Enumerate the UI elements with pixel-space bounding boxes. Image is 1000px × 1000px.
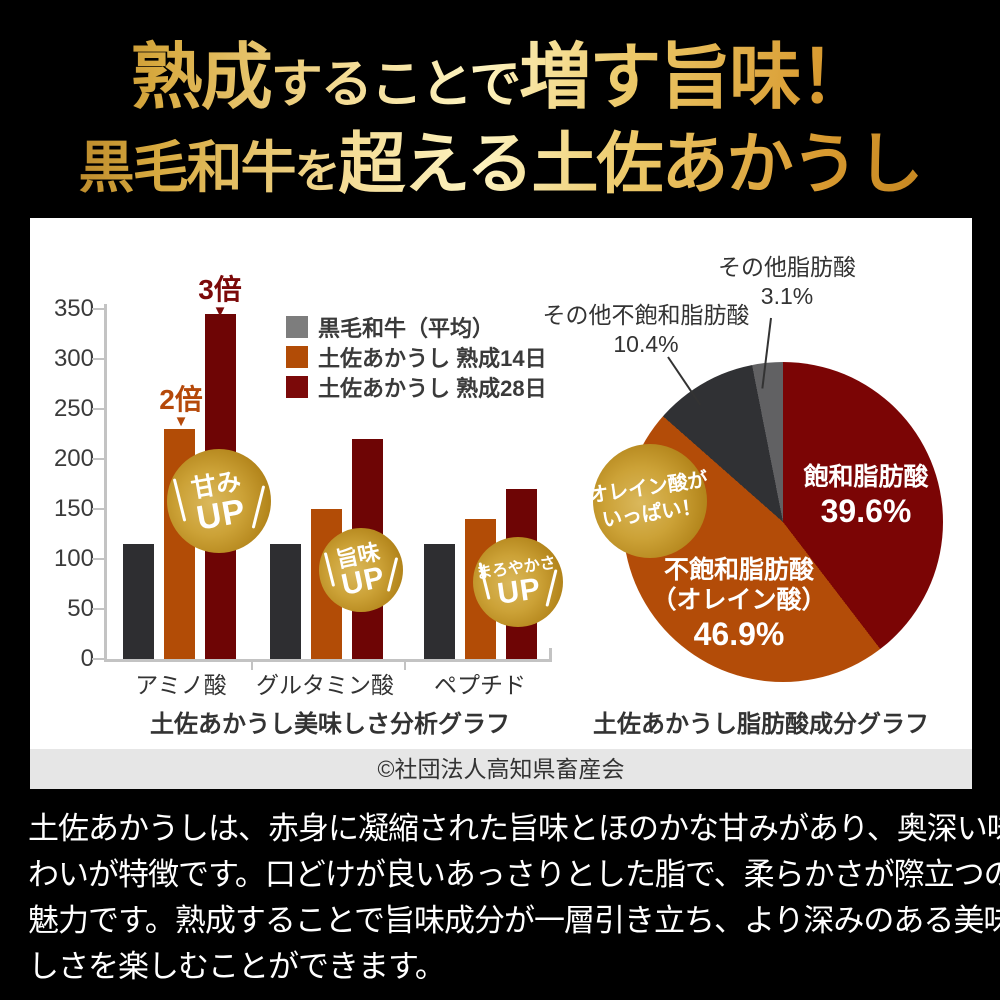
pie-label-other-fatty-acid: その他脂肪酸 3.1% xyxy=(707,253,867,311)
badge-olein-acid-text: オレイン酸が いっぱい！ xyxy=(587,467,713,535)
pie-label-saturated-name: 飽和脂肪酸 xyxy=(803,463,929,491)
badge-amami-up: 甘み UP xyxy=(167,449,271,553)
legend-row-jukusei28: 土佐あかうし 熟成28日 xyxy=(286,372,547,402)
legend-swatch-kuroge xyxy=(286,316,308,338)
y-axis-tick-label: 350 xyxy=(53,295,94,322)
header-line2-seg3: 超える xyxy=(338,124,532,203)
down-arrow-icon: ▼ xyxy=(173,413,189,430)
bar-chart-legend: 黒毛和牛（平均） 土佐あかうし 熟成14日 土佐あかうし 熟成28日 xyxy=(286,312,547,402)
slash-left-icon xyxy=(173,478,187,522)
y-axis-tick-label: 200 xyxy=(53,445,94,472)
footer-line-4: しさを楽しむことができます。 xyxy=(28,949,446,984)
pie-label-saturated: 飽和脂肪酸 39.6% xyxy=(766,462,966,530)
x-axis-divider-tick xyxy=(404,662,406,670)
y-axis-tick-mark xyxy=(92,558,104,560)
x-axis-end-tick xyxy=(549,648,552,660)
y-axis-tick-mark xyxy=(92,358,104,360)
pie-label-unsaturated-name: 不飽和脂肪酸 xyxy=(663,556,814,584)
annotation-3x-text: 3倍 xyxy=(198,274,242,305)
badge-umami-up-text: 旨味 UP xyxy=(334,539,389,602)
y-axis-tick-label: 50 xyxy=(67,595,94,622)
annotation-2x-text: 2倍 xyxy=(159,384,203,415)
x-category-label: ペプチド xyxy=(434,672,526,698)
pie-label-other-unsat-name: その他不飽和脂肪酸 xyxy=(542,302,750,328)
pie-chart-title: 土佐あかうし脂肪酸成分グラフ xyxy=(593,711,929,738)
header-line-1: 熟成 することで 増す旨味！ xyxy=(0,18,1000,110)
badge-maroyaka-up: まろやかさ UP xyxy=(473,537,563,627)
y-axis-tick-label: 100 xyxy=(53,545,94,572)
header-line1-seg2: することで xyxy=(270,54,520,115)
footer-line-1: 土佐あかうしは、赤身に凝縮された旨味とほのかな甘みがあり、奥深い味 xyxy=(28,811,1000,846)
badge-umami-line2: UP xyxy=(338,560,389,602)
slash-left-icon xyxy=(324,551,336,587)
y-axis-tick-mark xyxy=(92,608,104,610)
badge-amami-up-text: 甘み UP xyxy=(189,467,249,538)
y-axis-tick-label: 0 xyxy=(80,645,94,672)
footer-line-3: 魅力です。熟成することで旨味成分が一層引き立ち、より深みのある美味 xyxy=(28,903,1000,938)
credit-strip: ©社団法人高知県畜産会 xyxy=(30,749,972,789)
header-banner: 熟成 することで 増す旨味！ 黒毛和牛を超える 土佐あかうし xyxy=(0,0,1000,218)
x-axis-divider-tick xyxy=(251,662,253,670)
pie-label-unsaturated: 不飽和脂肪酸 （オレイン酸） 46.9% xyxy=(639,555,839,653)
slash-right-icon xyxy=(386,557,398,593)
y-axis-tick-mark xyxy=(92,408,104,410)
y-axis-tick-mark xyxy=(92,658,104,660)
footer-description: 土佐あかうしは、赤身に凝縮された旨味とほのかな甘みがあり、奥深い味 わいが特徴で… xyxy=(28,806,1000,990)
pie-label-other-unsaturated: その他不飽和脂肪酸 10.4% xyxy=(526,301,766,359)
header-line2-seg2: を xyxy=(294,144,339,198)
down-arrow-icon: ▼ xyxy=(212,303,228,320)
annotation-2x: 2倍 ▼ xyxy=(121,384,241,430)
badge-umami-up: 旨味 UP xyxy=(319,528,403,612)
bar-0-2 xyxy=(424,544,455,659)
legend-label-kuroge: 黒毛和牛（平均） xyxy=(318,316,495,341)
chart-panel: 黒毛和牛（平均） 土佐あかうし 熟成14日 土佐あかうし 熟成28日 2倍 ▼ … xyxy=(30,218,972,749)
y-axis-tick-mark xyxy=(92,508,104,510)
pie-label-unsaturated-pct: 46.9% xyxy=(693,616,785,652)
y-axis-tick-label: 250 xyxy=(53,395,94,422)
legend-swatch-jukusei14 xyxy=(286,346,308,368)
y-axis-tick-mark xyxy=(92,308,104,310)
bar-0-0 xyxy=(123,544,154,659)
pie-label-other-name: その他脂肪酸 xyxy=(718,254,856,280)
y-axis-tick-mark xyxy=(92,458,104,460)
bar-chart-y-axis-line xyxy=(104,304,107,662)
legend-row-kuroge: 黒毛和牛（平均） xyxy=(286,312,547,342)
header-line2-seg1: 黒毛和牛 xyxy=(78,135,295,201)
pie-label-other-unsat-pct: 10.4% xyxy=(613,331,679,357)
badge-olein-acid: オレイン酸が いっぱい！ xyxy=(587,444,709,558)
annotation-3x: 3倍 ▼ xyxy=(160,274,280,320)
pie-label-other-pct: 3.1% xyxy=(760,283,814,309)
pie-label-unsaturated-name2: （オレイン酸） xyxy=(651,586,827,614)
header-line1-seg1: 熟成 xyxy=(130,34,271,119)
legend-swatch-jukusei28 xyxy=(286,376,308,398)
header-line2-seg4: 土佐あかうし xyxy=(531,124,922,203)
legend-row-jukusei14: 土佐あかうし 熟成14日 xyxy=(286,342,547,372)
bar-chart-title: 土佐あかうし美味しさ分析グラフ xyxy=(150,711,510,738)
x-category-label: アミノ酸 xyxy=(135,672,227,698)
header-line-2: 黒毛和牛を超える 土佐あかうし xyxy=(0,110,1000,202)
legend-label-jukusei28: 土佐あかうし 熟成28日 xyxy=(318,376,547,401)
y-axis-tick-label: 300 xyxy=(53,345,94,372)
badge-amami-line2: UP xyxy=(193,491,249,538)
header-line1-seg3: 増す旨味！ xyxy=(519,34,870,119)
bar-0-1 xyxy=(270,544,301,659)
slash-right-icon xyxy=(251,485,265,529)
x-category-label: グルタミン酸 xyxy=(256,672,394,698)
bar-chart-x-axis-line xyxy=(104,659,552,662)
footer-line-2: わいが特徴です。口どけが良いあっさりとした脂で、柔らかさが際立つのも xyxy=(28,857,1000,892)
pie-label-saturated-pct: 39.6% xyxy=(820,493,912,529)
credit-text: ©社団法人高知県畜産会 xyxy=(377,756,625,782)
legend-label-jukusei14: 土佐あかうし 熟成14日 xyxy=(318,346,547,371)
y-axis-tick-label: 150 xyxy=(53,495,94,522)
